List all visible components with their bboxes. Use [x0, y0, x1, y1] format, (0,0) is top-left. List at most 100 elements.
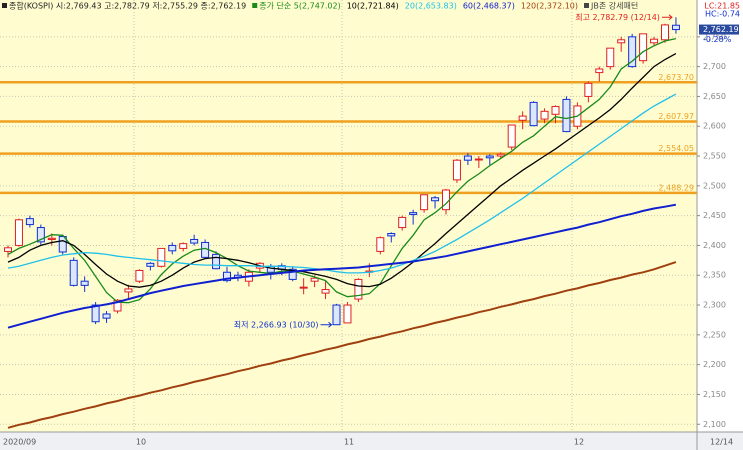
candle-body: [540, 110, 549, 120]
candle-body: [321, 289, 330, 294]
level-label: 2,673.70: [658, 73, 694, 82]
hc-label: HC:-0.74: [705, 10, 740, 19]
candle-body: [463, 155, 472, 161]
ma-line: [7, 261, 677, 429]
candle-body: [80, 280, 89, 286]
legend-text: 10(2,721.84): [347, 2, 399, 11]
x-tick-label: 12: [574, 438, 584, 447]
legend-text: JB존 강세패턴: [590, 1, 638, 11]
candle-body: [25, 218, 34, 226]
y-tick-label: 2,150: [703, 390, 726, 399]
y-tick-label: 2,450: [703, 211, 726, 220]
x-axis-band: [0, 432, 743, 450]
candle-body: [102, 313, 111, 319]
legend-swatch: [584, 3, 589, 8]
y-tick-label: 2,750: [703, 32, 726, 41]
header: 종합(KOSPI) 시:2,769.43 고:2,782.79 저:2,755.…: [2, 1, 638, 11]
candle-body: [529, 101, 538, 127]
last-price-box: [699, 24, 739, 35]
candle-body: [474, 158, 483, 161]
y-tick-label: 2,700: [703, 62, 726, 71]
candle-body: [223, 271, 231, 282]
legend-text: 종합(KOSPI) 시:2,769.43 고:2,782.79 저:2,755.…: [9, 2, 246, 11]
candle-body: [288, 268, 297, 280]
candle-body: [628, 36, 637, 68]
legend-text: 종가 단순 5(2,747.02): [259, 1, 340, 11]
annotation-arrow: [661, 14, 673, 21]
candle-body: [332, 304, 341, 326]
y-tick-label: 2,400: [703, 241, 726, 250]
y-tick-label: 2,250: [703, 330, 726, 339]
y-tick-label: 2,350: [703, 271, 726, 280]
y-tick-label: 2,100: [703, 420, 726, 429]
annotation: 최고 2,782.79 (12/14): [575, 12, 660, 22]
candle-body: [671, 24, 680, 31]
y-tick-label: 2,500: [703, 181, 726, 190]
candle-body: [420, 194, 429, 211]
candle-body: [376, 237, 385, 252]
candle-body: [124, 288, 133, 293]
y-tick-label: 2,550: [703, 152, 726, 161]
legend-text: 20(2,653.83): [405, 2, 457, 11]
candle-body: [485, 155, 494, 159]
ma-line: [7, 203, 677, 329]
candle-body: [496, 153, 505, 157]
candle-body: [606, 47, 615, 68]
level-label: 2,607.97: [658, 112, 694, 121]
candle-body: [47, 237, 56, 240]
candle-body: [36, 227, 45, 243]
legend-text: 120(2,372.10): [521, 2, 578, 11]
candle-body: [190, 238, 199, 244]
candle-body: [157, 247, 166, 267]
candle-body: [452, 159, 461, 181]
last-price-label: 2,762.19: [703, 25, 739, 34]
candle-body: [409, 212, 418, 215]
candle-body: [354, 278, 363, 300]
candle-body: [168, 244, 177, 252]
candle-body: [69, 259, 78, 286]
x-tick-label: 2020/09: [3, 438, 36, 447]
candle-body: [146, 262, 155, 267]
candle-body: [310, 277, 319, 282]
annotation-arrow: [320, 321, 333, 328]
candle-body: [113, 299, 122, 312]
annotation: 최저 2,266.93 (10/30): [234, 319, 319, 329]
level-label: 2,488.29: [658, 183, 694, 192]
ma-line: [7, 93, 677, 274]
y-tick-label: 2,300: [703, 301, 726, 310]
level-label: 2,554.05: [658, 144, 694, 153]
candle-body: [179, 243, 188, 249]
x-tick-label: 11: [344, 438, 354, 447]
candle-body: [398, 216, 407, 229]
candle-body: [595, 68, 604, 74]
legend-text: 60(2,468.37): [463, 2, 515, 11]
candle-body: [58, 235, 67, 253]
candle-body: [135, 269, 144, 282]
candle-body: [431, 197, 440, 202]
ma-line: [7, 53, 677, 288]
candle-body: [661, 24, 669, 41]
candle-body: [584, 82, 593, 97]
candle-body: [518, 115, 527, 121]
candle-body: [4, 247, 12, 252]
candle-body: [91, 304, 100, 323]
last-date-label: 12/14: [710, 438, 733, 447]
y-tick-label: 2,600: [703, 122, 726, 131]
candle-body: [299, 286, 308, 289]
candle-body: [617, 39, 626, 44]
candle-body: [442, 189, 450, 211]
candle-body: [343, 304, 352, 324]
candle-body: [551, 106, 560, 115]
candle-body: [639, 33, 648, 62]
candle-body: [212, 253, 221, 270]
lc-label: LC:21.85: [704, 2, 740, 11]
legend-swatch: [2, 3, 7, 8]
x-tick-label: 10: [136, 438, 146, 447]
last-price-change: -0.28%: [703, 35, 732, 44]
candle-body: [507, 124, 516, 148]
candle-body: [650, 38, 659, 44]
candle-body: [387, 233, 396, 237]
candle-body: [562, 98, 571, 133]
